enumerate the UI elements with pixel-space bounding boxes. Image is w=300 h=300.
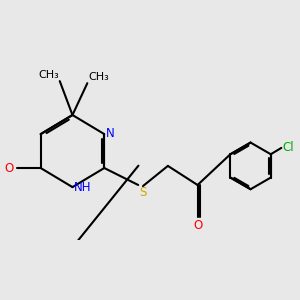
- Text: NH: NH: [74, 181, 92, 194]
- Text: CH₃: CH₃: [38, 70, 59, 80]
- Text: N: N: [106, 127, 115, 140]
- Text: CH₃: CH₃: [88, 72, 109, 82]
- Text: Cl: Cl: [282, 141, 294, 154]
- Text: S: S: [139, 186, 147, 199]
- Text: O: O: [193, 219, 202, 232]
- Text: O: O: [4, 161, 14, 175]
